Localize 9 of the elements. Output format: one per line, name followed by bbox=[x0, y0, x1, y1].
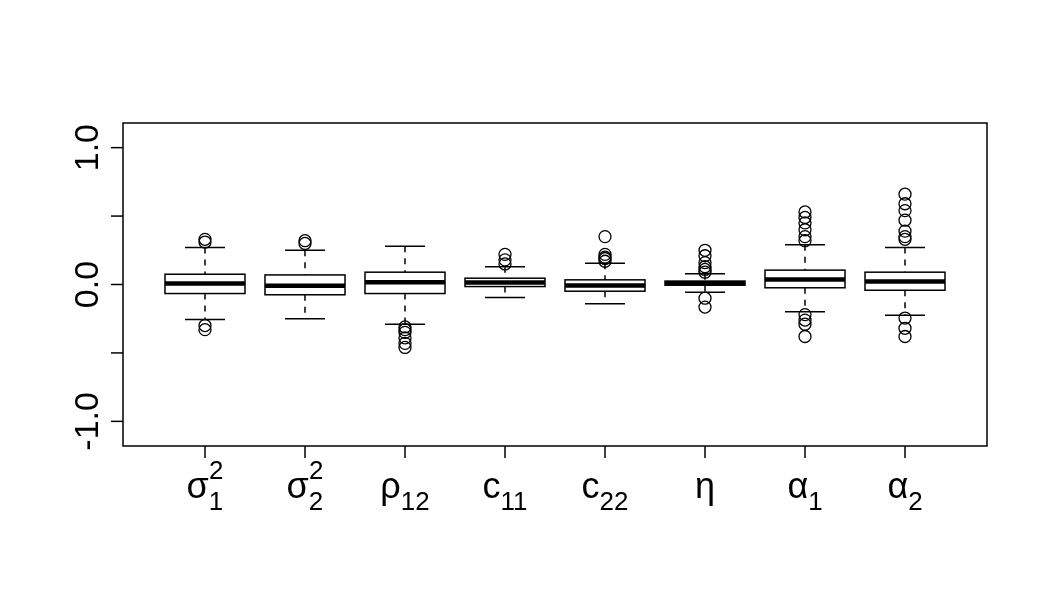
x-tick-label: η bbox=[694, 465, 716, 506]
x-tick-label: α$_{1}$ bbox=[787, 465, 823, 515]
x-tick-label: ρ$_{12}$ bbox=[380, 465, 430, 515]
y-tick-label: 1.0 bbox=[67, 124, 105, 172]
x-tick-label: α$_{2}$ bbox=[887, 465, 923, 515]
y-tick-label: 0.0 bbox=[67, 260, 105, 309]
x-tick-label: c$_{11}$ bbox=[482, 465, 528, 515]
y-tick-label: -1.0 bbox=[67, 392, 105, 451]
x-tick-label: c$_{22}$ bbox=[581, 465, 629, 515]
